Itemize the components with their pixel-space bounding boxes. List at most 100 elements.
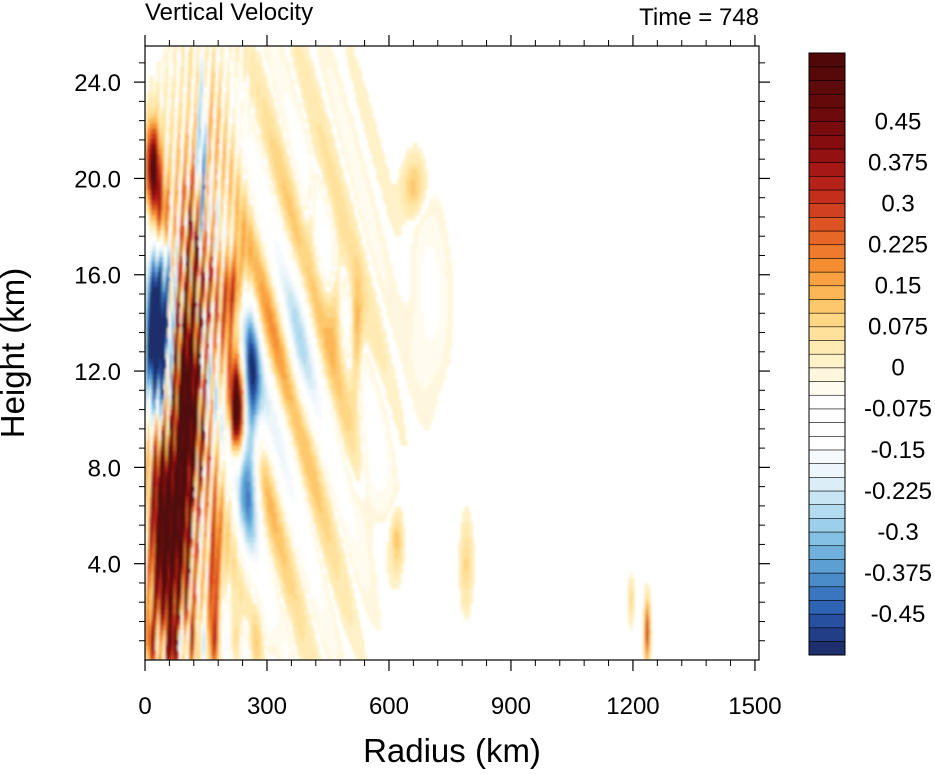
field-cell (194, 588, 197, 595)
field-cell (302, 573, 306, 579)
field-cell (145, 598, 148, 605)
field-cell (314, 450, 318, 456)
field-cell (235, 562, 238, 569)
field-cell (206, 603, 210, 610)
field-cell (327, 649, 330, 656)
field-cell (151, 649, 154, 656)
field-cell (392, 496, 396, 502)
field-cell (159, 557, 162, 564)
field-cell (361, 588, 365, 595)
field-cell (347, 608, 351, 615)
field-cell (312, 603, 316, 610)
field-cell (278, 608, 281, 615)
field-cell (257, 450, 261, 456)
field-cell (216, 593, 220, 600)
field-cell (388, 573, 392, 579)
field-cell (290, 578, 293, 584)
field-cell (181, 603, 185, 610)
field-cell (212, 613, 216, 620)
field-cell (316, 619, 320, 625)
field-cell (216, 450, 220, 456)
field-cell (290, 644, 293, 651)
field-cell (335, 567, 338, 574)
field-cell (147, 593, 150, 600)
field-cell (237, 537, 240, 543)
field-cell (202, 593, 205, 600)
field-cell (288, 537, 291, 543)
field-cell (173, 578, 177, 584)
field-cell (321, 619, 324, 625)
field-cell (271, 644, 275, 651)
field-cell (353, 608, 357, 615)
field-cell (368, 465, 371, 472)
field-cell (290, 613, 293, 620)
field-cell (318, 567, 322, 574)
field-cell (288, 598, 291, 605)
field-cell (644, 613, 648, 620)
field-cell (366, 573, 369, 579)
field-cell (376, 598, 379, 605)
field-cell (361, 414, 365, 421)
field-cell (257, 593, 261, 600)
field-cell (396, 562, 400, 569)
field-cell (218, 578, 222, 584)
field-cell (214, 629, 218, 636)
field-cell (331, 629, 334, 636)
field-cell (194, 598, 197, 605)
field-cell (361, 644, 365, 651)
field-cell (298, 588, 302, 595)
field-cell (161, 567, 165, 574)
field-cell (206, 399, 210, 405)
field-cell (151, 629, 154, 636)
field-cell (204, 562, 207, 569)
field-cell (343, 578, 347, 584)
field-cell (370, 593, 373, 600)
field-cell (284, 445, 287, 451)
field-cell (345, 573, 349, 579)
field-cell (280, 573, 283, 579)
field-cell (351, 644, 355, 651)
field-cell (198, 624, 201, 630)
field-cell (192, 613, 195, 620)
field-cell (233, 608, 236, 615)
field-cell (147, 654, 150, 660)
field-cell (235, 639, 238, 646)
field-cell (237, 557, 240, 564)
field-cell (253, 450, 257, 456)
field-cell (353, 649, 357, 656)
field-cell (185, 583, 189, 589)
field-cell (370, 578, 373, 584)
field-cell (249, 598, 253, 605)
field-cell (363, 603, 367, 610)
field-cell (220, 624, 224, 630)
field-cell (325, 593, 328, 600)
field-cell (255, 434, 259, 441)
field-cell (190, 537, 193, 543)
field-cell (165, 419, 169, 426)
field-cell (402, 557, 406, 564)
field-cell (157, 588, 160, 595)
field-cell (394, 562, 398, 569)
field-cell (321, 624, 324, 630)
field-cell (323, 460, 326, 467)
field-cell (390, 583, 394, 589)
field-cell (165, 588, 169, 595)
field-cell (253, 470, 257, 477)
field-cell (175, 649, 179, 656)
field-cell (206, 583, 210, 589)
field-cell (468, 578, 472, 584)
field-cell (151, 557, 154, 564)
field-cell (366, 450, 369, 456)
field-cell (147, 573, 150, 579)
field-cell (642, 634, 645, 641)
field-cell (210, 598, 214, 605)
field-cell (433, 404, 437, 410)
field-cell (337, 562, 341, 569)
field-cell (169, 593, 173, 600)
field-cell (431, 414, 435, 421)
field-cell (308, 629, 312, 636)
field-cell (286, 583, 289, 589)
field-cell (249, 603, 253, 610)
field-cell (169, 557, 173, 564)
field-cell (288, 567, 291, 574)
